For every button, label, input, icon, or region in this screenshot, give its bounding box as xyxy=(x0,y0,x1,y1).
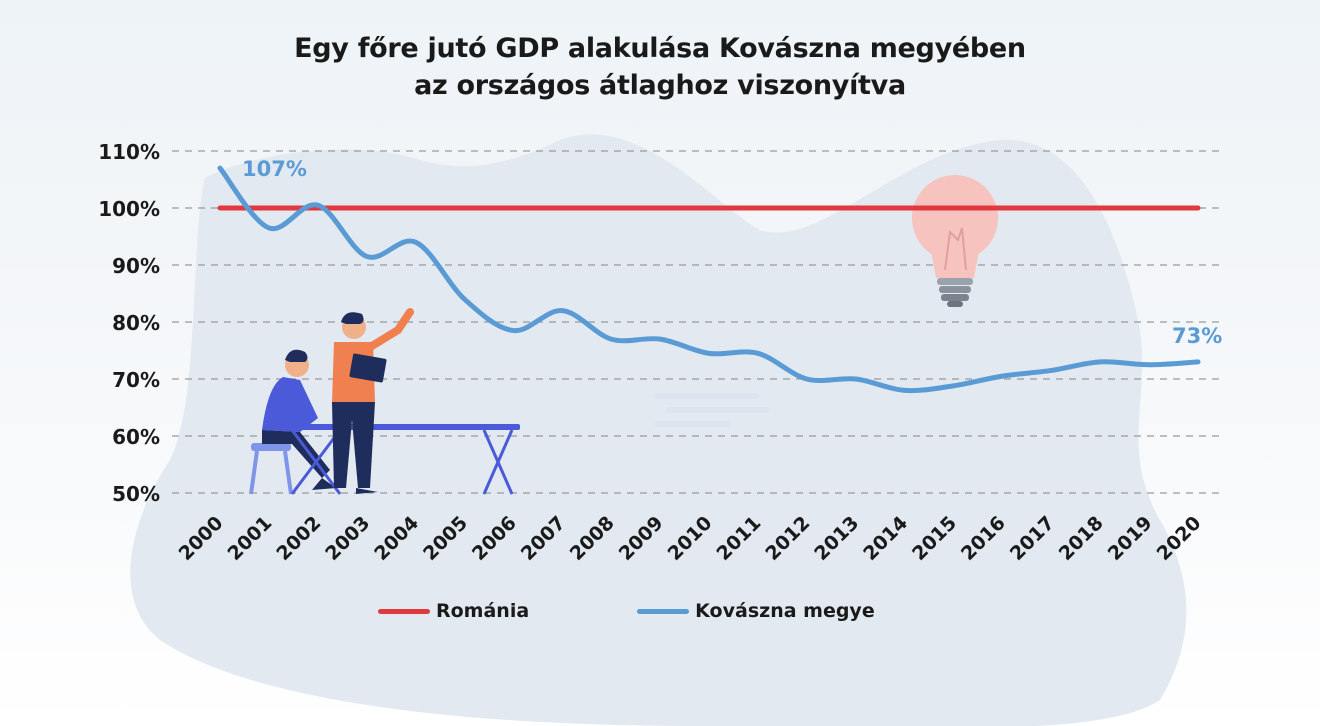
series-lines xyxy=(217,165,1201,394)
background-blob xyxy=(130,134,1187,726)
y-axis-ticks: 50% 60% 70% 80% 90% 100% 110% xyxy=(98,140,160,506)
y-tick-label: 90% xyxy=(112,254,160,278)
decorative-lines xyxy=(655,393,769,427)
gridlines xyxy=(172,150,1225,494)
legend-label-kovaszna: Kovászna megye xyxy=(695,600,875,622)
legend-swatch-kovaszna xyxy=(637,608,690,614)
title-line-1: Egy főre jutó GDP alakulása Kovászna meg… xyxy=(294,33,1026,64)
legend-swatch-romania xyxy=(378,608,430,614)
y-tick-label: 60% xyxy=(112,425,160,449)
y-tick-label: 110% xyxy=(98,140,160,164)
series-line-kovaszna xyxy=(217,165,1201,394)
legend-item-romania: Románia xyxy=(378,600,529,622)
chart-title: Egy főre jutó GDP alakulása Kovászna meg… xyxy=(0,30,1320,104)
y-tick-label: 50% xyxy=(112,482,160,506)
lightbulb-illustration xyxy=(912,175,998,307)
y-tick-label: 100% xyxy=(98,197,160,221)
y-tick-label: 80% xyxy=(112,311,160,335)
annotations: 107% 73% xyxy=(242,157,1222,348)
people-illustration xyxy=(249,308,520,495)
data-label: 73% xyxy=(1172,324,1222,348)
legend-label-romania: Románia xyxy=(436,600,530,622)
y-tick-label: 70% xyxy=(112,368,160,392)
title-line-2: az országos átlaghoz viszonyítva xyxy=(414,70,906,101)
legend-item-kovaszna: Kovászna megye xyxy=(637,600,875,622)
data-label: 107% xyxy=(242,157,307,181)
legend: Románia Kovászna megye xyxy=(378,600,875,622)
